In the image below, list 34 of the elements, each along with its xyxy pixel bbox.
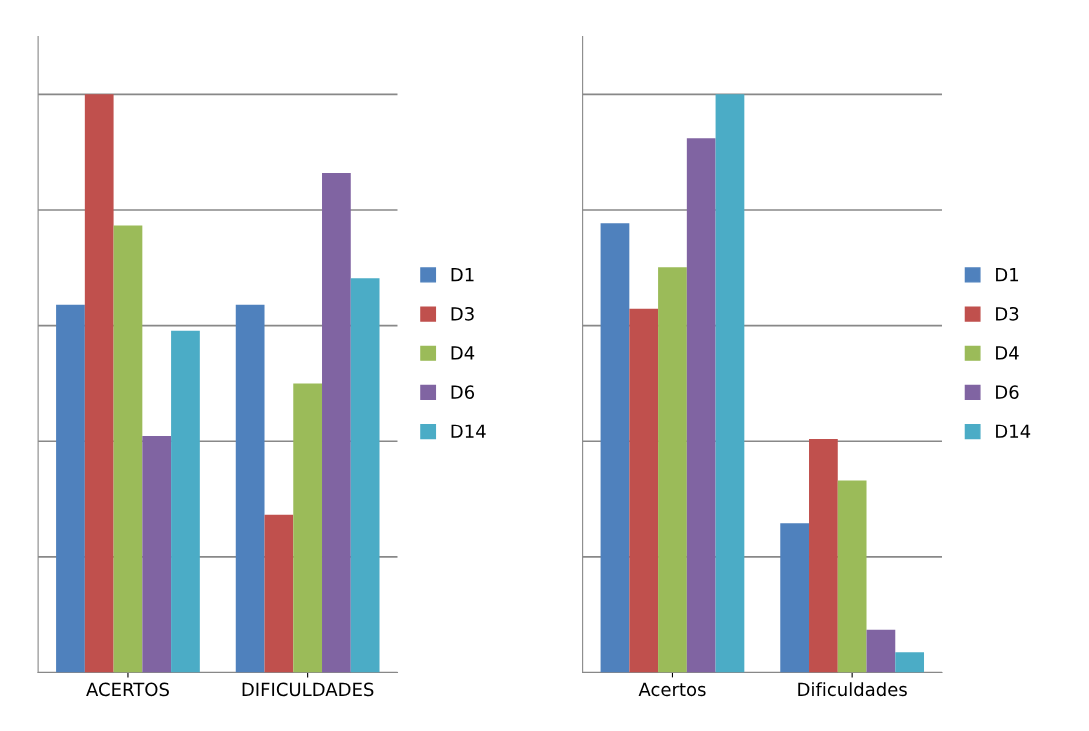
bar bbox=[113, 225, 143, 673]
x-tick-label: Dificuldades bbox=[798, 682, 907, 697]
legend-label: D1 bbox=[996, 268, 1019, 282]
bar bbox=[780, 523, 810, 673]
bar bbox=[600, 223, 630, 673]
bar bbox=[895, 652, 925, 673]
bar bbox=[629, 308, 659, 673]
bar bbox=[658, 267, 687, 673]
legend-label: D6 bbox=[451, 385, 475, 399]
bar bbox=[84, 94, 114, 673]
bar bbox=[350, 278, 380, 673]
bar bbox=[235, 304, 265, 673]
x-tick-label: DIFICULDADES bbox=[242, 682, 374, 697]
bar bbox=[809, 438, 838, 673]
legend-label: D4 bbox=[451, 346, 475, 360]
bar bbox=[866, 629, 896, 673]
bar bbox=[293, 383, 323, 673]
bar bbox=[322, 172, 351, 673]
legend-label: D14 bbox=[451, 424, 486, 438]
bar bbox=[264, 514, 294, 673]
legend-label: D1 bbox=[451, 268, 474, 282]
legend-label: D6 bbox=[996, 385, 1019, 399]
x-tick-label: ACERTOS bbox=[86, 682, 169, 697]
bar bbox=[142, 436, 172, 673]
bar bbox=[686, 138, 716, 673]
legend-label: D3 bbox=[996, 306, 1019, 321]
legend-label: D3 bbox=[451, 306, 474, 321]
legend-label: D4 bbox=[996, 346, 1019, 360]
legend-label: D14 bbox=[996, 424, 1031, 438]
bar bbox=[56, 304, 85, 673]
bar bbox=[171, 330, 200, 673]
bar bbox=[837, 480, 867, 673]
x-tick-label: Acertos bbox=[638, 682, 706, 697]
bar bbox=[715, 94, 745, 673]
